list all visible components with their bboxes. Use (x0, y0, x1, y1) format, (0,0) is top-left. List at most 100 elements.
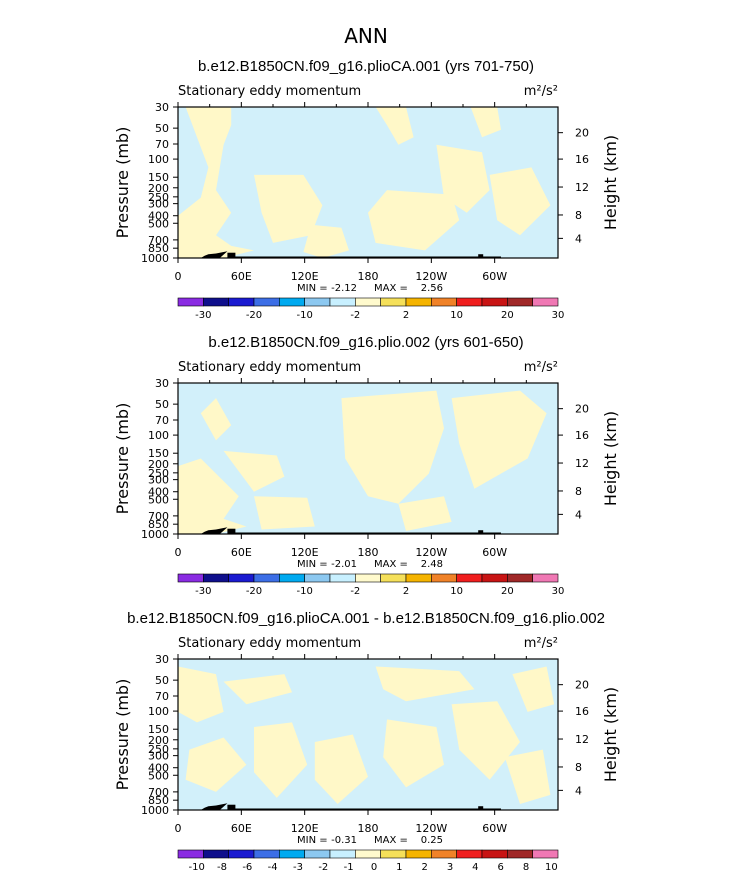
colorbar-box (203, 573, 229, 583)
colorbar-box (355, 297, 381, 307)
y2-tick-label: 12 (575, 733, 589, 746)
y-tick-label: 30 (155, 377, 169, 390)
colorbar-label: 2 (403, 586, 409, 597)
x-tick-label: 0 (175, 822, 182, 835)
y-tick-label: 50 (155, 122, 169, 135)
y-tick-label: 1000 (141, 804, 169, 817)
x-tick-label: 0 (175, 270, 182, 283)
x-tick-label: 60E (231, 822, 252, 835)
positive-region-3 (341, 390, 444, 504)
y-tick-label: 250 (148, 467, 169, 480)
positive-region-4 (254, 722, 308, 798)
y2-tick-label: 16 (575, 705, 589, 718)
positive-region-6 (254, 496, 315, 530)
colorbar-label: 2 (403, 310, 409, 321)
y2-tick-label: 12 (575, 457, 589, 470)
topography-block (227, 804, 236, 810)
x-tick-label: 180 (358, 546, 379, 559)
colorbar-box (279, 297, 305, 307)
colorbar-box (355, 573, 381, 583)
colorbar-box (380, 573, 407, 583)
colorbar-box (380, 849, 407, 859)
positive-region-4 (398, 496, 452, 531)
colorbar-label: -10 (188, 862, 204, 873)
colorbar-box (456, 573, 483, 583)
y-axis-label: Pressure (mb) (113, 127, 132, 239)
colorbar-label: 20 (501, 310, 514, 321)
y2-tick-label: 4 (575, 232, 582, 245)
y-tick-label: 250 (148, 191, 169, 204)
colorbar-label: -4 (268, 862, 278, 873)
colorbar-box (329, 297, 356, 307)
colorbar-box (253, 849, 280, 859)
x-tick-label: 60W (482, 546, 507, 559)
topography-surface (235, 808, 501, 810)
colorbar-label: 10 (450, 586, 463, 597)
colorbar-box (304, 297, 331, 307)
colorbar-box (532, 849, 559, 859)
colorbar-box (431, 849, 457, 859)
colorbar-box (380, 297, 407, 307)
colorbar-label: -2 (350, 310, 360, 321)
positive-region-3 (185, 737, 247, 792)
colorbar-label: 8 (523, 862, 529, 873)
topography-andes (478, 530, 484, 534)
positive-region-5 (451, 390, 547, 489)
y2-axis-label: Height (km) (601, 687, 620, 782)
y-tick-label: 200 (148, 734, 169, 747)
x-tick-label: 60E (231, 546, 252, 559)
colorbar-box (456, 849, 483, 859)
positive-region-8 (470, 107, 501, 138)
positive-region-5 (368, 190, 460, 251)
x-tick-label: 120E (291, 270, 319, 283)
min-label: MIN = (297, 283, 328, 294)
chart-title: b.e12.B1850CN.f09_g16.plioCA.001 - b.e12… (127, 610, 605, 627)
positive-region-6 (375, 666, 475, 702)
chart-title: b.e12.B1850CN.f09_g16.plioCA.001 (yrs 70… (198, 58, 534, 75)
y2-tick-label: 12 (575, 181, 589, 194)
y2-axis-label: Height (km) (601, 135, 620, 230)
y-tick-label: 850 (148, 242, 169, 255)
y-tick-label: 500 (148, 217, 169, 230)
x-tick-label: 60W (482, 822, 507, 835)
colorbar-label: 1 (396, 862, 402, 873)
colorbar-box (481, 573, 508, 583)
topography-surface (235, 532, 501, 534)
chart-subtitle: Stationary eddy momentum (178, 360, 361, 375)
positive-region-2 (223, 450, 285, 492)
y-tick-label: 150 (148, 723, 169, 736)
positive-region-2 (223, 674, 292, 705)
colorbar-box (405, 573, 432, 583)
y2-tick-label: 16 (575, 153, 589, 166)
y-tick-label: 300 (148, 750, 169, 763)
y-tick-label: 200 (148, 182, 169, 195)
y-tick-label: 100 (148, 429, 169, 442)
colorbar-label: 10 (545, 862, 558, 873)
y-tick-label: 50 (155, 398, 169, 411)
topography-andes (478, 254, 484, 258)
topography-tibet (200, 803, 228, 810)
x-tick-label: 180 (358, 270, 379, 283)
positive-region-1 (178, 458, 247, 534)
colorbar-box (481, 297, 508, 307)
colorbar-box (279, 573, 305, 583)
y2-tick-label: 16 (575, 429, 589, 442)
y-tick-label: 200 (148, 458, 169, 471)
units-label: m²/s² (524, 360, 558, 375)
colorbar-label: -10 (296, 586, 312, 597)
max-label: MAX = (374, 283, 408, 294)
y-tick-label: 30 (155, 101, 169, 114)
positive-region-9 (504, 749, 551, 804)
colorbar-box (304, 573, 331, 583)
colorbar-box (228, 849, 255, 859)
colorbar-box (355, 849, 381, 859)
positive-region-8 (451, 701, 520, 780)
y-tick-label: 1000 (141, 528, 169, 541)
colorbar-label: -2 (350, 586, 360, 597)
y-tick-label: 150 (148, 447, 169, 460)
colorbar-label: -30 (195, 586, 211, 597)
y-tick-label: 250 (148, 743, 169, 756)
y-tick-label: 70 (155, 414, 169, 427)
chart-subtitle: Stationary eddy momentum (178, 84, 361, 99)
positive-region-3 (303, 224, 349, 258)
